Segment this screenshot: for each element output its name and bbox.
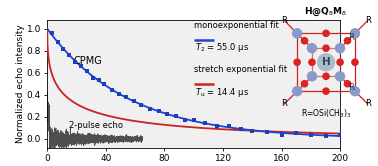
Point <box>72 60 78 63</box>
Point <box>147 108 153 111</box>
Point <box>164 113 170 115</box>
Text: $T_2$ = 55.0 μs: $T_2$ = 55.0 μs <box>195 41 249 54</box>
Circle shape <box>307 71 317 82</box>
Text: $T_{\rm u}$ = 14.4 μs: $T_{\rm u}$ = 14.4 μs <box>195 86 249 99</box>
Text: R: R <box>365 16 371 25</box>
Point <box>109 89 115 91</box>
Circle shape <box>350 86 360 96</box>
Circle shape <box>335 43 345 53</box>
Text: H: H <box>322 57 330 67</box>
Text: 2-pulse echo: 2-pulse echo <box>69 121 123 130</box>
Text: monoexponential fit: monoexponential fit <box>194 21 279 30</box>
Point <box>90 76 96 79</box>
Circle shape <box>301 80 308 87</box>
Y-axis label: Normalized echo intensity: Normalized echo intensity <box>16 24 25 143</box>
Point <box>123 96 129 99</box>
Circle shape <box>350 28 360 39</box>
Circle shape <box>344 80 351 87</box>
Point <box>131 100 137 103</box>
Circle shape <box>292 86 302 96</box>
Text: CPMG: CPMG <box>74 56 102 66</box>
Circle shape <box>322 87 330 95</box>
Circle shape <box>351 58 359 66</box>
Point <box>337 134 343 136</box>
Point <box>264 131 270 133</box>
Text: R: R <box>281 99 287 108</box>
Circle shape <box>317 53 335 71</box>
Point <box>138 103 144 106</box>
Point <box>308 134 314 136</box>
Point <box>116 92 122 95</box>
Circle shape <box>322 30 330 37</box>
Point <box>173 115 179 118</box>
Point <box>279 133 285 136</box>
Text: R: R <box>348 83 354 92</box>
Text: R: R <box>348 33 354 42</box>
Text: R: R <box>281 16 287 25</box>
Point <box>54 41 60 44</box>
Point <box>84 70 90 73</box>
Circle shape <box>322 44 330 52</box>
Point <box>293 132 299 134</box>
Text: R: R <box>365 99 371 108</box>
Text: H@Q$_8$M$_8$: H@Q$_8$M$_8$ <box>305 6 347 18</box>
Point <box>214 124 220 127</box>
Circle shape <box>301 37 308 45</box>
Circle shape <box>322 73 330 80</box>
Point <box>226 124 232 127</box>
Point <box>322 135 328 137</box>
Point <box>237 128 243 130</box>
Point <box>60 47 67 50</box>
Circle shape <box>293 58 301 66</box>
Circle shape <box>344 37 351 45</box>
Text: stretch exponential fit: stretch exponential fit <box>194 65 287 74</box>
Point <box>249 130 256 133</box>
Text: R=OSi(CH$_3$)$_3$: R=OSi(CH$_3$)$_3$ <box>301 107 351 120</box>
Circle shape <box>336 58 344 66</box>
Point <box>96 79 102 81</box>
Point <box>66 53 72 56</box>
Point <box>182 119 188 122</box>
Circle shape <box>307 43 317 53</box>
Circle shape <box>292 28 302 39</box>
Circle shape <box>335 71 345 82</box>
Circle shape <box>308 58 316 66</box>
Point <box>191 118 197 121</box>
Point <box>203 122 209 125</box>
Point <box>101 83 107 85</box>
Point <box>78 65 84 68</box>
Point <box>156 110 162 112</box>
Point <box>49 32 55 35</box>
X-axis label: Total delay after first pulse, $t$ / μs: Total delay after first pulse, $t$ / μs <box>118 164 270 166</box>
